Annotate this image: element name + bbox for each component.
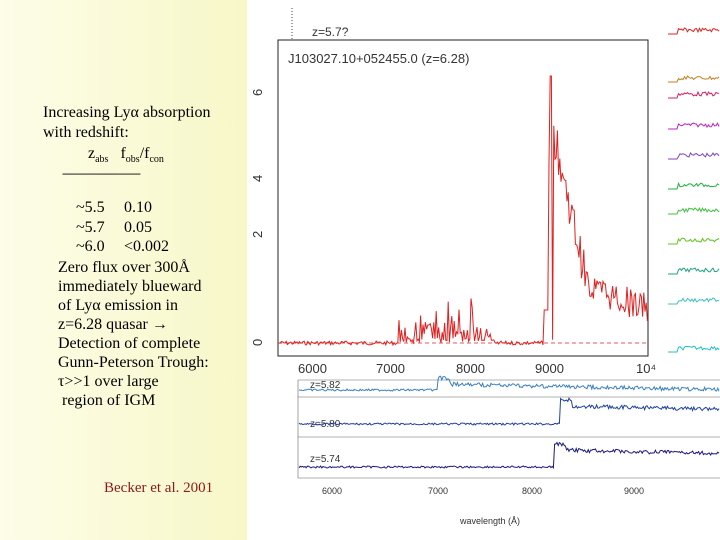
sub-panel-label: z=5.74 — [310, 454, 341, 465]
main-panel-frame — [277, 39, 649, 357]
sub-spectrum-line-1 — [298, 375, 720, 392]
x-tick: 9000 — [535, 361, 564, 376]
right-strip-line — [668, 152, 720, 160]
y-tick: 6 — [250, 89, 265, 96]
right-strip-line — [668, 27, 720, 35]
sub-spectrum-line-2 — [298, 397, 720, 426]
right-strip-line — [668, 267, 720, 275]
row-z: ~6.0 — [76, 238, 105, 255]
intro-line-1: Increasing Lyα absorption — [43, 104, 211, 121]
sub-panel-1: z=5.82 — [298, 375, 720, 392]
right-strip-line — [668, 345, 720, 353]
x-tick: 6000 — [298, 361, 327, 376]
table-separator: -------------------------- — [62, 166, 141, 180]
right-strip-line — [668, 75, 720, 83]
right-strip-line — [668, 181, 720, 190]
row-f: 0.10 — [124, 199, 152, 216]
header-f: f — [120, 145, 126, 162]
row-z: ~5.5 — [76, 199, 105, 216]
right-strip-spectra — [668, 27, 720, 353]
sub-panel-label: z=5.82 — [310, 380, 341, 391]
intro-line-2: with redshift: — [43, 124, 129, 141]
right-strip-line — [668, 90, 720, 99]
row-z: ~5.7 — [76, 219, 105, 236]
description: Zero flux over 300Å immediately blueward… — [58, 259, 209, 409]
sub-panel-3: z=5.74 — [298, 441, 720, 479]
main-top-label: z=5.7? — [312, 25, 349, 39]
x-tick: 8000 — [456, 361, 485, 376]
bottom-x-label: wavelength (Å) — [459, 516, 520, 526]
bottom-x-tick: 8000 — [522, 486, 542, 496]
header-z: z — [88, 145, 96, 162]
right-strip-line — [668, 297, 720, 305]
y-tick: 4 — [250, 175, 265, 182]
right-strip-line — [668, 122, 720, 130]
header-z-sub: abs — [95, 154, 109, 166]
header-slash: /f — [139, 145, 150, 162]
sub-spectrum-line-3 — [298, 441, 720, 470]
main-panel-label: J103027.10+052455.0 (z=6.28) — [288, 51, 469, 66]
caption-panel: Increasing Lyα absorption with redshift:… — [0, 0, 247, 540]
x-tick: 10⁴ — [636, 361, 656, 376]
bottom-x-tick: 9000 — [624, 486, 644, 496]
table-row: ~6.0 <0.002 — [76, 238, 169, 256]
table-header: zabs fobs/fcon — [88, 145, 164, 165]
sub-panel-2: z=5.80 — [298, 396, 720, 438]
row-f: 0.05 — [124, 219, 152, 236]
header-f-sub-con: con — [149, 154, 164, 166]
bottom-x-tick: 7000 — [428, 486, 448, 496]
main-spectrum-line — [278, 75, 648, 347]
citation: Becker et al. 2001 — [104, 480, 214, 496]
header-f-sub-obs: obs — [125, 154, 140, 166]
y-tick: 0 — [250, 339, 265, 346]
row-f: <0.002 — [124, 238, 170, 255]
right-strip-line — [668, 237, 720, 245]
sub-panel-label: z=5.80 — [310, 419, 341, 430]
table-row: ~5.5 0.10 — [76, 199, 152, 217]
right-strip-line — [668, 206, 720, 215]
y-tick: 2 — [250, 231, 265, 238]
bottom-x-tick: 6000 — [322, 486, 342, 496]
spectrum-figure: z=5.7? J103027.10+052455.0 (z=6.28) 0 2 … — [250, 8, 720, 526]
table-row: ~5.7 0.05 — [76, 219, 152, 237]
x-tick: 7000 — [376, 361, 405, 376]
